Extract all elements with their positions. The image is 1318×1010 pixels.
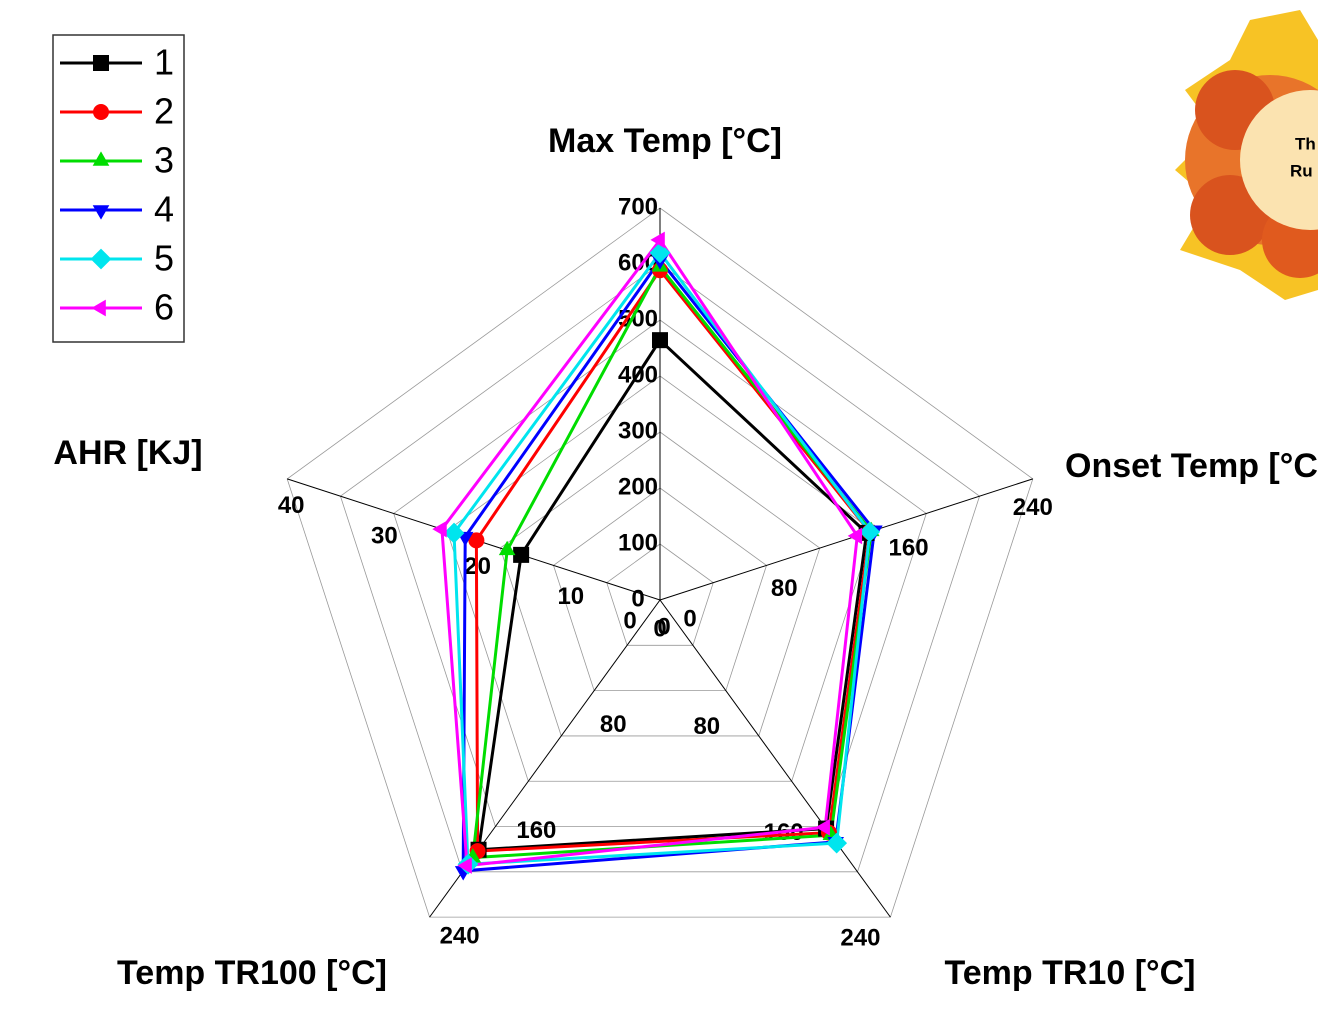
point <box>432 521 446 538</box>
series-line <box>473 267 871 858</box>
legend-marker <box>93 104 109 120</box>
tick-label: 40 <box>278 492 305 519</box>
corner-text: Th <box>1295 134 1316 153</box>
tick-label: 0 <box>623 607 636 634</box>
legend-label: 5 <box>154 238 174 279</box>
tick-label: 160 <box>889 535 929 562</box>
legend-label: 3 <box>154 140 174 181</box>
tick-label: 0 <box>683 605 696 632</box>
series-line <box>479 340 867 850</box>
corner-text: Ru <box>1290 161 1313 180</box>
tick-label: 200 <box>618 473 658 500</box>
legend-marker <box>93 55 109 71</box>
chart: Th Ru 0100200300400500600700080160240080… <box>0 0 1318 1010</box>
axis-title: AHR [KJ] <box>53 434 202 472</box>
point <box>513 547 529 563</box>
tick-label: 80 <box>693 713 720 740</box>
tick-label: 160 <box>516 817 556 844</box>
tick-label: 100 <box>618 529 658 556</box>
tick-label: 10 <box>557 583 584 610</box>
axis-title: Temp TR100 [°C] <box>117 954 387 992</box>
series-line <box>463 260 874 871</box>
tick-label: 80 <box>600 711 627 738</box>
tick-label: 240 <box>840 924 880 951</box>
axis-title: Onset Temp [°C <box>1065 447 1318 485</box>
axis-title: Max Temp [°C] <box>548 122 782 160</box>
tick-label: 700 <box>618 193 658 220</box>
tick-label: 240 <box>440 922 480 949</box>
tick-label: 80 <box>771 575 798 602</box>
legend-label: 6 <box>154 287 174 328</box>
tick-label: 30 <box>371 522 398 549</box>
tick-label: 300 <box>618 417 658 444</box>
point <box>444 523 465 544</box>
legend-label: 2 <box>154 91 174 132</box>
point <box>652 332 668 348</box>
tick-label: 0 <box>657 613 670 640</box>
axis-title: Temp TR10 [°C] <box>945 954 1196 992</box>
legend-label: 1 <box>154 42 174 83</box>
corner-image: Th Ru <box>1175 0 1318 300</box>
series-line <box>476 270 869 851</box>
tick-label: 240 <box>1013 494 1053 521</box>
legend-label: 4 <box>154 189 174 230</box>
